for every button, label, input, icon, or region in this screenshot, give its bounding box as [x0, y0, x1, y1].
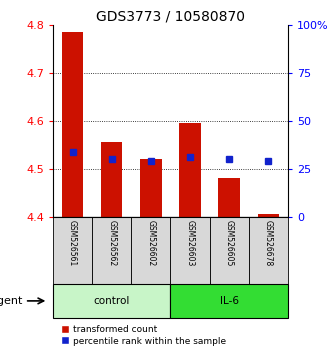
- Text: GSM526605: GSM526605: [225, 220, 234, 266]
- Text: GSM526561: GSM526561: [68, 220, 77, 266]
- Bar: [92, 217, 131, 284]
- Bar: [249, 217, 288, 284]
- Text: GSM526562: GSM526562: [107, 220, 116, 266]
- Bar: [170, 217, 210, 284]
- Title: GDS3773 / 10580870: GDS3773 / 10580870: [96, 10, 245, 24]
- Bar: [218, 178, 240, 217]
- Bar: [53, 217, 92, 284]
- Text: control: control: [94, 296, 130, 306]
- Bar: [258, 214, 279, 217]
- Text: GSM526603: GSM526603: [186, 220, 195, 266]
- Bar: [101, 142, 122, 217]
- Bar: [210, 217, 249, 284]
- Text: GSM526602: GSM526602: [146, 220, 155, 266]
- Text: IL-6: IL-6: [220, 296, 239, 306]
- Legend: transformed count, percentile rank within the sample: transformed count, percentile rank withi…: [58, 321, 230, 349]
- Text: agent: agent: [0, 296, 23, 306]
- Bar: [62, 32, 83, 217]
- Bar: [170, 284, 288, 318]
- Bar: [53, 284, 170, 318]
- Bar: [131, 217, 170, 284]
- Bar: [140, 159, 162, 217]
- Text: GSM526678: GSM526678: [264, 220, 273, 266]
- Bar: [179, 123, 201, 217]
